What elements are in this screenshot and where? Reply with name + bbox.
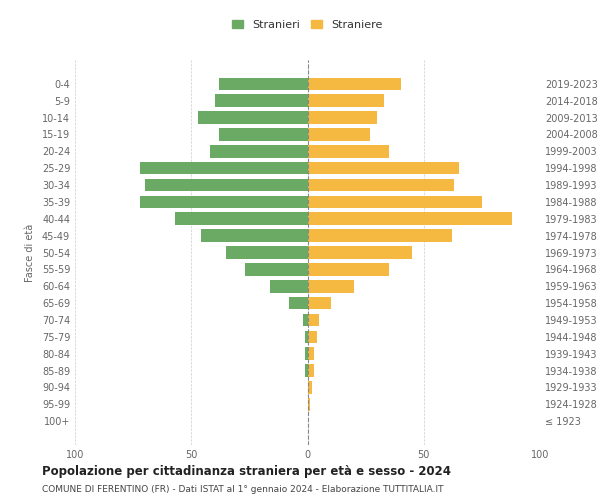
Bar bbox=[308, 330, 317, 343]
Bar bbox=[200, 230, 308, 242]
Bar bbox=[308, 314, 319, 326]
Legend: Stranieri, Straniere: Stranieri, Straniere bbox=[228, 16, 387, 34]
Bar bbox=[308, 381, 312, 394]
Bar bbox=[271, 280, 308, 292]
Bar bbox=[308, 246, 412, 259]
Bar bbox=[175, 212, 308, 225]
Bar bbox=[308, 196, 482, 208]
Bar bbox=[198, 111, 308, 124]
Bar bbox=[308, 145, 389, 158]
Bar bbox=[140, 196, 308, 208]
Bar bbox=[308, 162, 458, 174]
Y-axis label: Fasce di età: Fasce di età bbox=[25, 224, 35, 282]
Text: COMUNE DI FERENTINO (FR) - Dati ISTAT al 1° gennaio 2024 - Elaborazione TUTTITAL: COMUNE DI FERENTINO (FR) - Dati ISTAT al… bbox=[42, 485, 443, 494]
Bar bbox=[308, 94, 384, 107]
Bar bbox=[305, 330, 308, 343]
Bar bbox=[308, 178, 454, 192]
Bar bbox=[215, 94, 308, 107]
Bar bbox=[305, 364, 308, 377]
Bar bbox=[308, 212, 512, 225]
Bar bbox=[210, 145, 308, 158]
Text: Popolazione per cittadinanza straniera per età e sesso - 2024: Popolazione per cittadinanza straniera p… bbox=[42, 465, 451, 478]
Bar bbox=[308, 364, 314, 377]
Bar bbox=[305, 348, 308, 360]
Bar bbox=[219, 128, 308, 141]
Bar bbox=[308, 398, 310, 410]
Bar bbox=[308, 280, 354, 292]
Bar bbox=[145, 178, 308, 192]
Bar bbox=[308, 230, 452, 242]
Bar bbox=[140, 162, 308, 174]
Bar bbox=[308, 297, 331, 310]
Bar bbox=[308, 348, 314, 360]
Bar bbox=[245, 263, 308, 276]
Bar bbox=[308, 78, 401, 90]
Bar bbox=[289, 297, 308, 310]
Bar bbox=[308, 128, 370, 141]
Bar bbox=[303, 314, 308, 326]
Bar bbox=[219, 78, 308, 90]
Bar bbox=[226, 246, 308, 259]
Bar bbox=[308, 263, 389, 276]
Bar bbox=[308, 111, 377, 124]
